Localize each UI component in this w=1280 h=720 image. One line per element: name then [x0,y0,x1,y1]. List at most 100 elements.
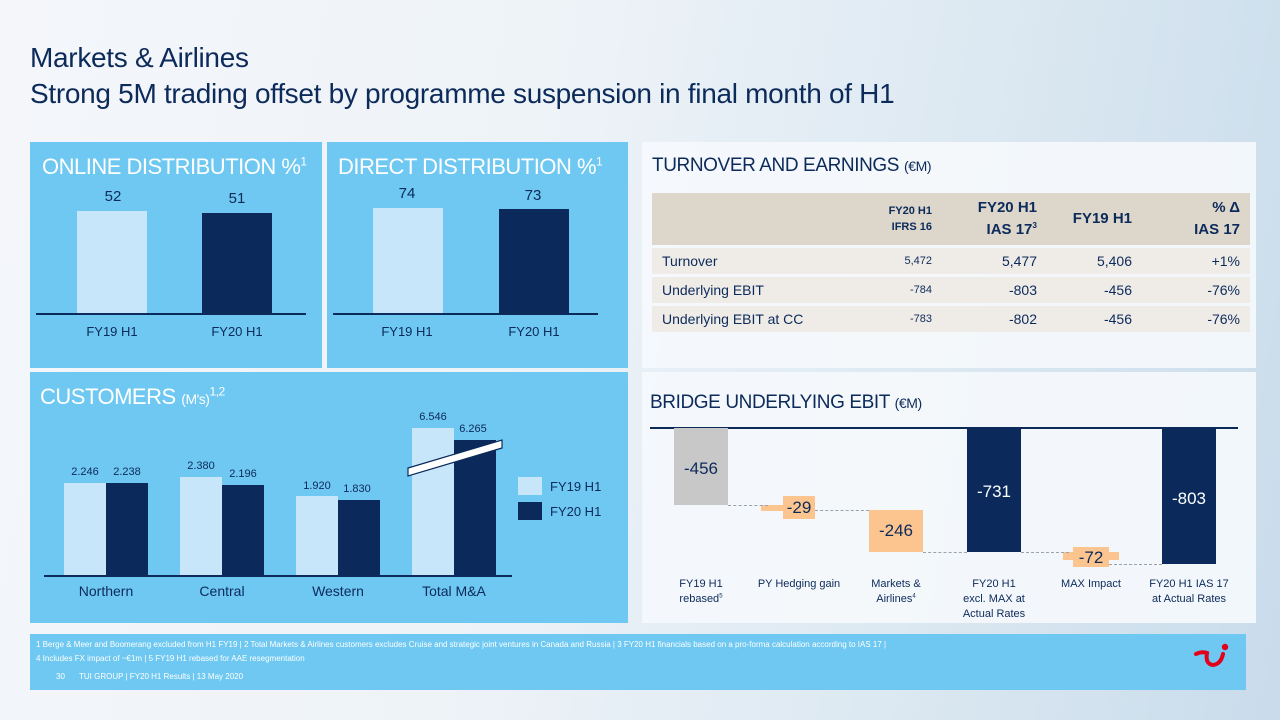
header-text: IFRS 16 [891,221,932,233]
bridge-bar-hedging [783,496,815,519]
table-row: Underlying EBIT -784 -803 -456 -76% [652,277,1250,303]
category-line: PY Hedging gain [757,578,841,590]
customers-unit: (M's) [181,391,210,407]
bridge-value: -731 [976,482,1012,501]
bar-northern-fy19 [64,483,106,576]
header-text: FY20 H1 [977,199,1037,216]
axis-line [333,313,598,315]
footnote-ref: 5 [719,593,723,600]
bridge-axis-line [650,427,1238,429]
row-label: Underlying EBIT [652,277,852,303]
header-fy20-ias17: FY20 H1 IAS 173 [942,193,1047,245]
category-label: Total M&A [422,583,486,599]
category-line: FY20 H1 [972,578,1016,590]
footnote-ref: 1 [596,154,603,169]
turnover-title: TURNOVER AND EARNINGS (€M) [652,155,932,177]
bar-total-fy20 [454,440,496,576]
bar-western-fy20 [338,500,380,576]
page-subtitle: Strong 5M trading offset by programme su… [30,78,895,109]
axis-line [36,313,306,315]
online-title-text: ONLINE DISTRIBUTION % [42,154,301,179]
cell: -784 [852,277,942,303]
header-fy20-ifrs16: FY20 H1 IFRS 16 [852,193,942,245]
category-line: FY20 H1 IAS 17 [1149,578,1229,590]
cell: -456 [1047,306,1142,332]
bridge-category: PY Hedging gain [744,577,854,592]
value-label: 6.546 [419,411,447,423]
bridge-bar-fy20-excl-max [967,428,1021,552]
header-text: % Δ [1212,199,1240,216]
legend-swatch [518,477,542,495]
legend-label: FY19 H1 [550,478,602,494]
connector-line [1021,552,1069,553]
category-label: FY20 H1 [211,324,263,339]
category-line-text: rebased [679,593,720,605]
direct-distribution-title: DIRECT DISTRIBUTION %1 [338,154,603,180]
axis-line [44,575,512,577]
direct-distribution-panel: DIRECT DISTRIBUTION %1 74 73 FY19 H1 FY2… [327,142,628,368]
bar-fy20 [499,209,569,313]
customers-title: CUSTOMERS (M's)1,2 [40,384,225,410]
bar-fy19 [373,208,443,313]
page-title: Markets & Airlines [30,42,249,73]
table-row: Turnover 5,472 5,477 5,406 +1% [652,248,1250,274]
category-line: FY19 H1 [679,578,723,590]
category-line: Markets & [871,578,921,590]
connector-line [923,552,967,553]
axis-break-icon [407,439,503,477]
bridge-category: MAX Impact [1036,577,1146,592]
tui-logo-icon [1194,643,1229,668]
footnote-ref: 4 [912,593,916,600]
bar-central-fy19 [180,477,222,576]
category-label: Central [199,583,245,599]
online-distribution-title: ONLINE DISTRIBUTION %1 [42,154,307,180]
value-label: 2.380 [187,460,215,472]
cell: +1% [1142,248,1250,274]
legend-item-fy19: FY19 H1 [518,477,601,495]
bar-fy20 [202,213,272,313]
bridge-category: FY20 H1 excl. MAX at Actual Rates [939,577,1049,622]
bridge-bar-fy19 [674,428,728,505]
header-delta: % Δ IAS 17 [1142,193,1250,245]
bridge-category: FY19 H1 rebased5 [646,577,756,607]
value-label: 74 [398,185,416,202]
connector-line [815,510,869,511]
page-number: 30 [56,672,65,681]
bridge-bar-fy20-ias17 [1162,428,1216,564]
footnote: 4 Includes FX impact of ~€1m | 5 FY19 H1… [36,654,305,663]
value-label: 52 [104,188,122,205]
cell: 5,406 [1047,248,1142,274]
cell: -76% [1142,306,1250,332]
bridge-value: -246 [878,521,914,540]
bridge-value: -456 [683,459,719,478]
bar-western-fy19 [296,496,338,576]
footer: 1 Berge & Meer and Boomerang excluded fr… [30,634,1246,690]
category-line: at Actual Rates [1152,593,1226,605]
header-empty [652,193,852,245]
bar-northern-fy20 [106,483,148,576]
online-distribution-panel: ONLINE DISTRIBUTION %1 52 51 FY19 H1 FY2… [30,142,322,368]
header-text: FY20 H1 [888,205,932,217]
bar-fy19 [77,211,147,313]
value-label: 2.196 [229,468,257,480]
category-label: FY19 H1 [86,324,138,339]
cell: 5,472 [852,248,942,274]
footnote-ref: 1 [300,154,307,169]
bridge-title: BRIDGE UNDERLYING EBIT (€M) [650,392,922,414]
value-label: 2.238 [113,466,141,478]
value-label: 1.920 [303,480,331,492]
category-label: FY19 H1 [381,324,433,339]
header-text: IAS 173 [952,219,1037,241]
bridge-category: Markets & Airlines4 [841,577,951,607]
category-line: excl. MAX at [963,593,1025,605]
legend-item-fy20: FY20 H1 [518,502,601,520]
cell: -76% [1142,277,1250,303]
bridge-bar-max [1073,547,1109,567]
direct-title-text: DIRECT DISTRIBUTION % [338,154,597,179]
bridge-value: -29 [786,498,812,517]
bridge-bar-markets [869,510,923,552]
row-label: Turnover [652,248,852,274]
connector-line [1109,564,1162,565]
customers-title-text: CUSTOMERS [40,384,176,409]
bridge-panel [642,372,1256,623]
